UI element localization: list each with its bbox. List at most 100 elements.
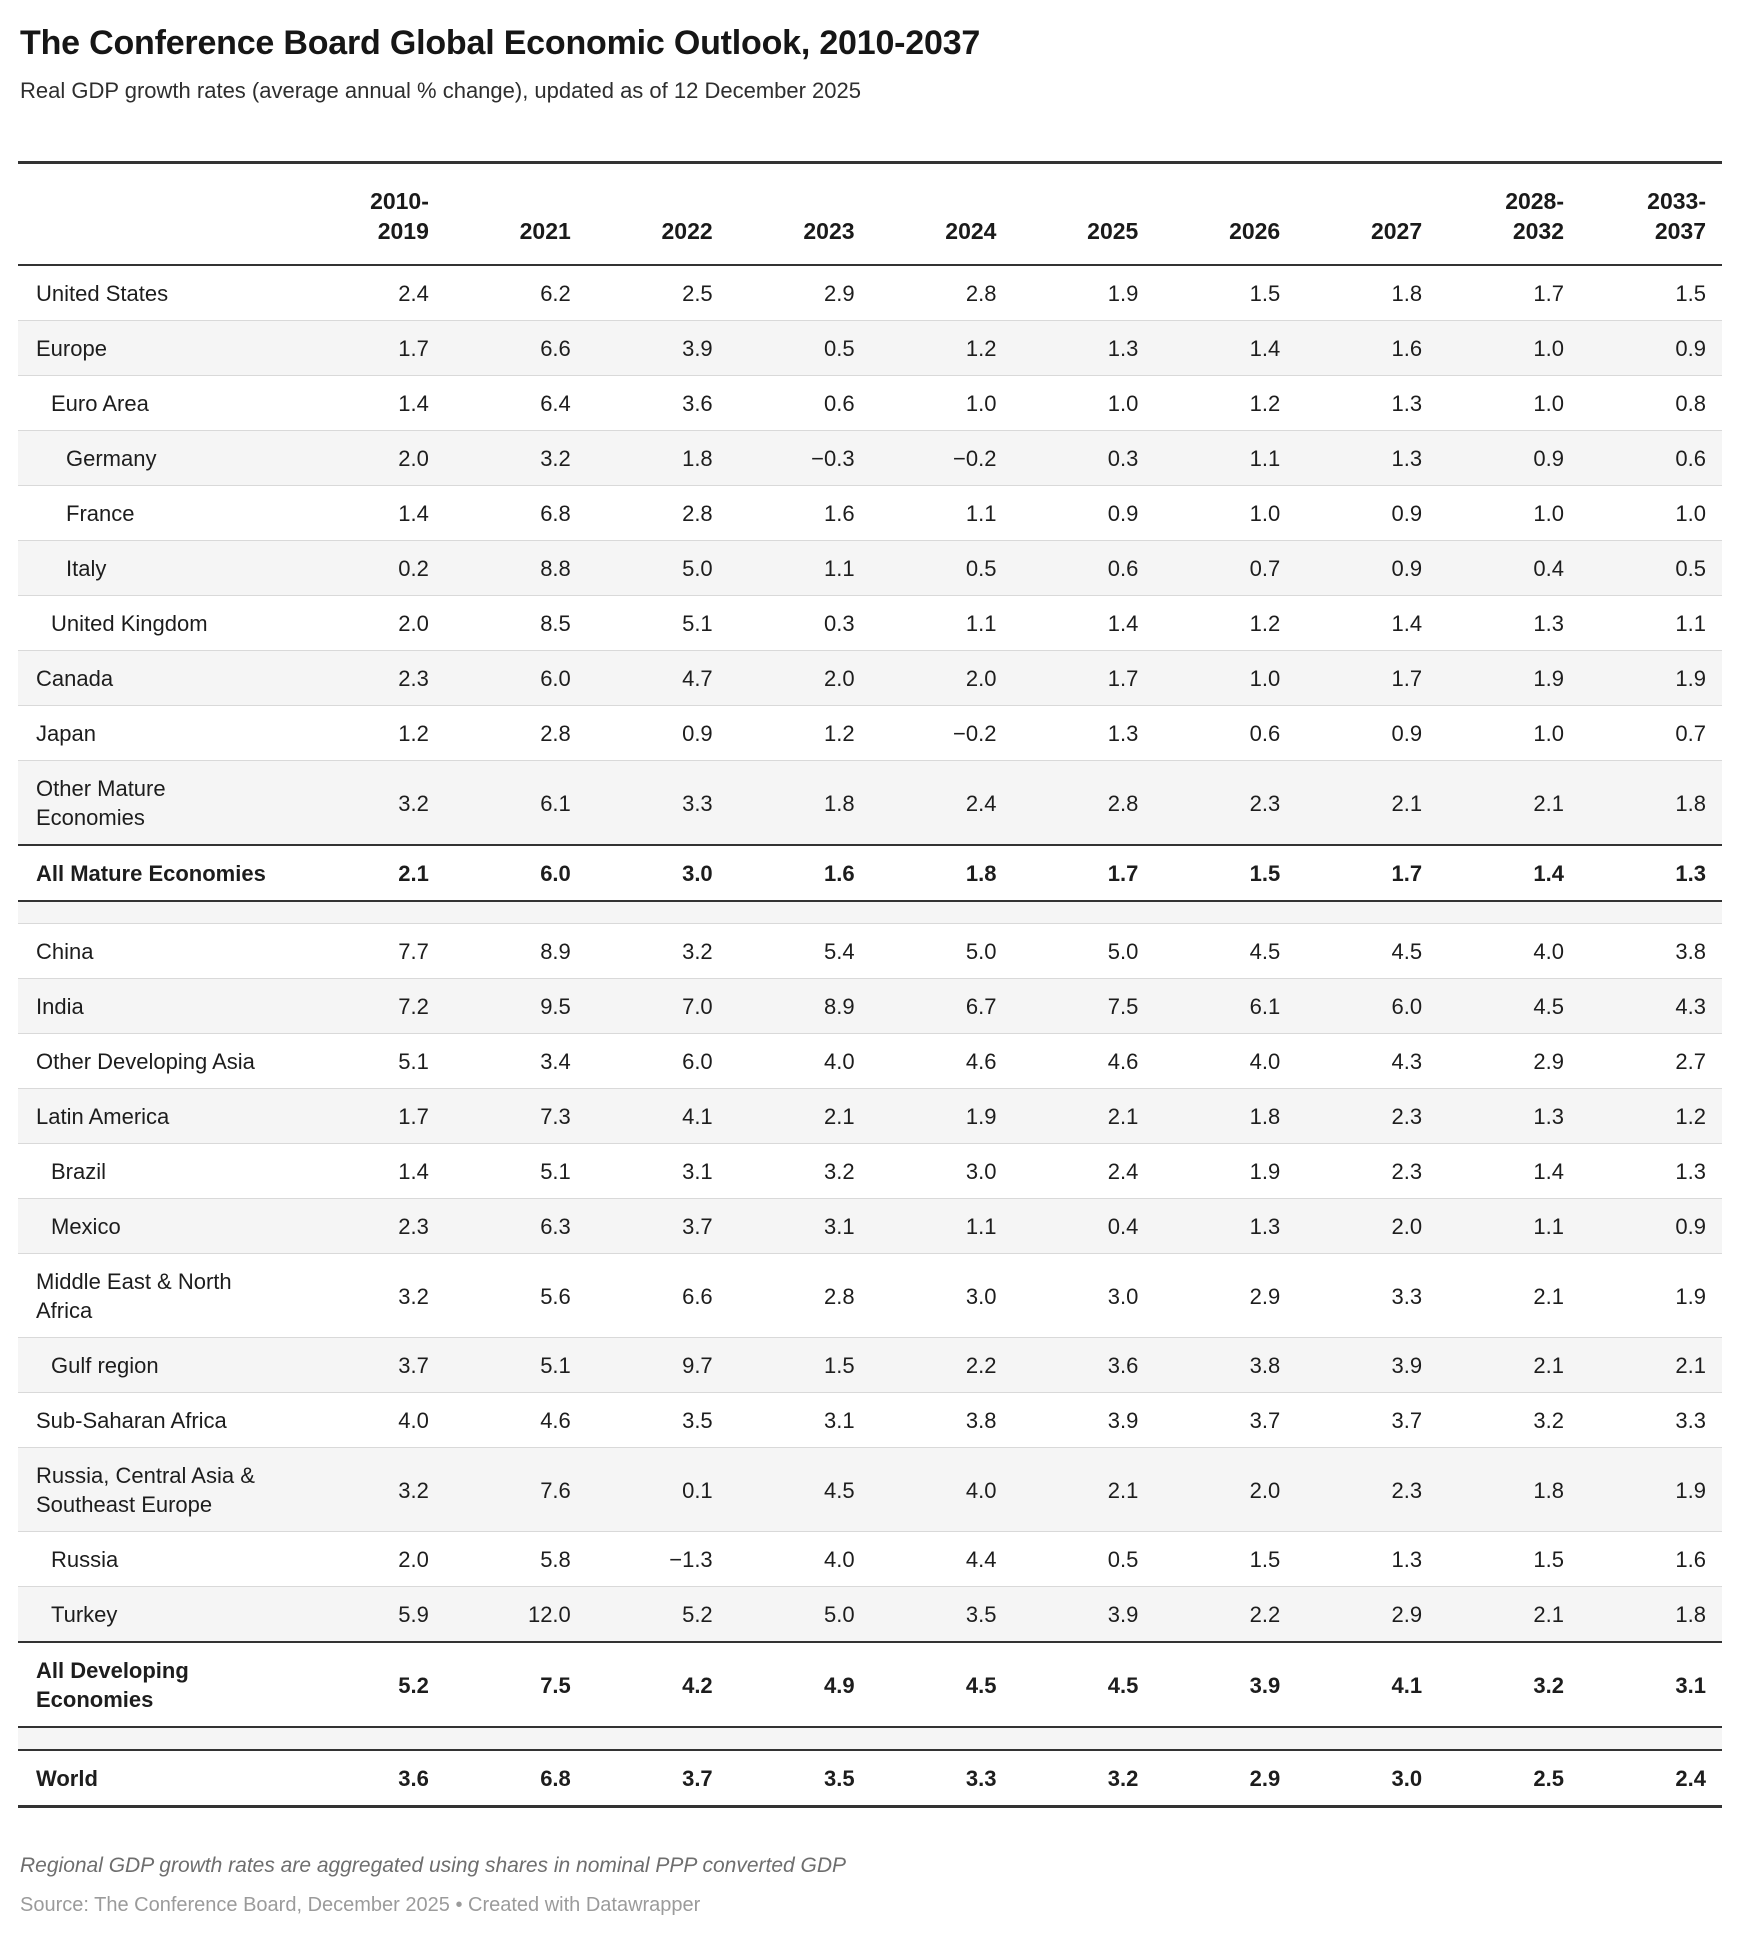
row-label: All Developing Economies: [36, 1658, 189, 1712]
value-cell: 6.8: [540, 1766, 571, 1791]
value-cell: 1.8: [682, 446, 713, 471]
value-cell: 1.5: [1249, 281, 1281, 306]
value-cell: 0.9: [1391, 721, 1423, 746]
value-cell: 1.0: [965, 391, 997, 416]
table-row: Turkey 5.9 12.0 5.2 5.0 3.5 3.9 2.2 2.9 2.1 1.8: [18, 1586, 1722, 1642]
value-cell: 3.2: [398, 790, 429, 816]
value-cell: 0.2: [398, 556, 429, 581]
value-cell: −0.2: [953, 446, 997, 471]
value-cell: 1.7: [398, 336, 429, 361]
page-subtitle: Real GDP growth rates (average annual % …: [20, 78, 861, 103]
value-cell: 4.5: [1249, 939, 1281, 964]
value-cell: 3.7: [398, 1353, 429, 1378]
value-cell: 2.3: [398, 1214, 429, 1239]
table-row: Japan 1.2 2.8 0.9 1.2 −0.2 1.3 0.6 0.9 1.0 0.7: [18, 705, 1722, 761]
value-cell: 4.1: [1391, 1672, 1423, 1698]
value-cell: 1.9: [1675, 1477, 1706, 1503]
value-cell: 9.7: [682, 1353, 713, 1378]
value-cell: 7.5: [1107, 994, 1139, 1019]
value-cell: 1.2: [398, 721, 429, 746]
table-row: Germany 2.0 3.2 1.8 −0.3 −0.2 0.3 1.1 1.3 0.9 0.6: [18, 430, 1722, 486]
value-cell: 1.9: [1107, 281, 1139, 306]
row-label: Europe: [36, 336, 107, 361]
value-cell: 2.3: [398, 666, 429, 691]
value-cell: 1.2: [965, 336, 997, 361]
row-label: Russia, Central Asia & Southeast Europe: [36, 1463, 255, 1517]
value-cell: 8.5: [540, 611, 571, 636]
value-cell: 4.0: [823, 1547, 855, 1572]
value-cell: 1.1: [965, 611, 997, 636]
value-cell: 5.0: [823, 1602, 855, 1627]
gdp-growth-table: 2010- 2019 2021 2022 2023 2024 2025 2026 2027 20…: [18, 161, 1722, 1808]
row-label: Other Developing Asia: [36, 1049, 255, 1074]
value-cell: 2.5: [1533, 1766, 1565, 1791]
value-cell: 3.0: [1391, 1766, 1423, 1791]
value-cell: 0.9: [1675, 1214, 1706, 1239]
header-row: 2010- 2019 2021 2022 2023 2024 2025 2026 2027 20…: [18, 162, 1722, 266]
value-cell: 2.1: [1533, 1353, 1565, 1378]
value-cell: 2.9: [1249, 1766, 1281, 1791]
value-cell: 1.9: [1249, 1159, 1281, 1184]
value-cell: 6.0: [540, 666, 571, 691]
row-label: Middle East & North Africa: [36, 1269, 232, 1323]
value-cell: 1.8: [1533, 1477, 1565, 1503]
table-row: France 1.4 6.8 2.8 1.6 1.1 0.9 1.0 0.9 1.0 1.0: [18, 485, 1722, 541]
value-cell: 3.6: [682, 391, 713, 416]
value-cell: 0.8: [1675, 391, 1706, 416]
column-header: 2028- 2032: [1438, 162, 1581, 266]
value-cell: 4.0: [965, 1477, 997, 1503]
table-header: 2010- 2019 2021 2022 2023 2024 2025 2026 2027 20…: [18, 162, 1722, 266]
value-cell: 3.7: [682, 1214, 713, 1239]
value-cell: 3.2: [398, 1477, 429, 1503]
row-label: World: [36, 1766, 98, 1791]
value-cell: 1.5: [1249, 1547, 1281, 1572]
row-label: Latin America: [36, 1104, 170, 1129]
value-cell: 1.8: [1675, 790, 1706, 816]
value-cell: 0.6: [1249, 721, 1281, 746]
row-label: All Mature Economies: [36, 861, 266, 886]
value-cell: 2.3: [1391, 1477, 1423, 1503]
value-cell: 3.7: [1249, 1408, 1281, 1433]
column-header: 2010- 2019: [303, 162, 445, 266]
value-cell: 3.9: [1391, 1353, 1423, 1378]
value-cell: 0.3: [1107, 446, 1139, 471]
value-cell: 3.7: [682, 1766, 713, 1791]
value-cell: 1.3: [1675, 861, 1706, 886]
value-cell: 0.7: [1249, 556, 1281, 581]
row-label: Sub-Saharan Africa: [36, 1408, 227, 1433]
value-cell: 3.1: [823, 1408, 855, 1433]
value-cell: 1.5: [1533, 1547, 1565, 1572]
value-cell: 1.3: [1107, 336, 1139, 361]
table-row: Middle East & North Africa 3.2 5.6 6.6 2.8 3.…: [18, 1253, 1722, 1338]
value-cell: 3.2: [682, 939, 713, 964]
value-cell: 1.7: [398, 1104, 429, 1129]
table-row: Mexico 2.3 6.3 3.7 3.1 1.1 0.4 1.3 2.0 1.1 0.9: [18, 1198, 1722, 1254]
value-cell: 0.7: [1675, 721, 1706, 746]
value-cell: 2.8: [823, 1283, 855, 1309]
value-cell: 5.0: [1107, 939, 1139, 964]
value-cell: 2.1: [1533, 790, 1565, 816]
value-cell: 1.6: [1675, 1547, 1706, 1572]
value-cell: 1.2: [1675, 1104, 1706, 1129]
value-cell: 4.1: [682, 1104, 713, 1129]
value-cell: 4.6: [540, 1408, 571, 1433]
value-cell: 5.8: [540, 1547, 571, 1572]
table-row: United Kingdom 2.0 8.5 5.1 0.3 1.1 1.4 1.2 1.4 1.…: [18, 595, 1722, 651]
table-row: Brazil 1.4 5.1 3.1 3.2 3.0 2.4 1.9 2.3 1.4 1.3: [18, 1143, 1722, 1199]
row-label: Mexico: [51, 1214, 121, 1239]
value-cell: 8.9: [823, 994, 855, 1019]
value-cell: 6.6: [540, 336, 571, 361]
value-cell: 2.1: [1533, 1602, 1565, 1627]
value-cell: 1.7: [1107, 666, 1139, 691]
table-row: United States 2.4 6.2 2.5 2.9 2.8 1.9 1.5 1.8 1.7…: [18, 265, 1722, 321]
value-cell: 0.4: [1107, 1214, 1139, 1239]
value-cell: 3.1: [682, 1159, 713, 1184]
value-cell: 1.0: [1249, 666, 1281, 691]
table-row: All Mature Economies 2.1 6.0 3.0 1.6 1.8 1.7 1.…: [18, 845, 1722, 901]
value-cell: 0.4: [1533, 556, 1565, 581]
value-cell: 4.3: [1391, 1049, 1423, 1074]
value-cell: 3.3: [1675, 1408, 1706, 1433]
table-row: Latin America 1.7 7.3 4.1 2.1 1.9 2.1 1.8 2.3 1.3…: [18, 1088, 1722, 1144]
column-header: 2021: [444, 162, 587, 266]
